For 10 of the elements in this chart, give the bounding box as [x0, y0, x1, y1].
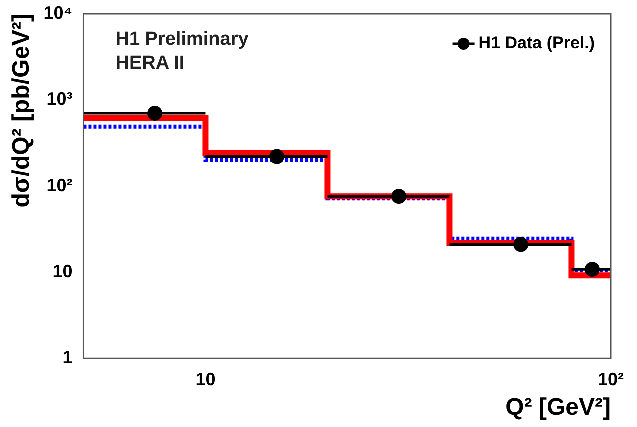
y-tick-label: 10⁴ — [44, 2, 73, 23]
y-tick-label: 10 — [52, 261, 73, 282]
x-axis-title: Q² [GeV²] — [506, 394, 611, 422]
annotation: HERA II — [116, 53, 185, 74]
y-tick-label: 1 — [62, 348, 73, 368]
annotation: H1 Preliminary — [116, 29, 250, 50]
y-tick-label: 10² — [46, 175, 73, 196]
y-axis-title: dσ/dQ² [pb/GeV²] — [8, 14, 36, 208]
y-tick-label: 10³ — [46, 89, 73, 110]
legend-label: H1 Data (Prel.) — [478, 34, 595, 53]
